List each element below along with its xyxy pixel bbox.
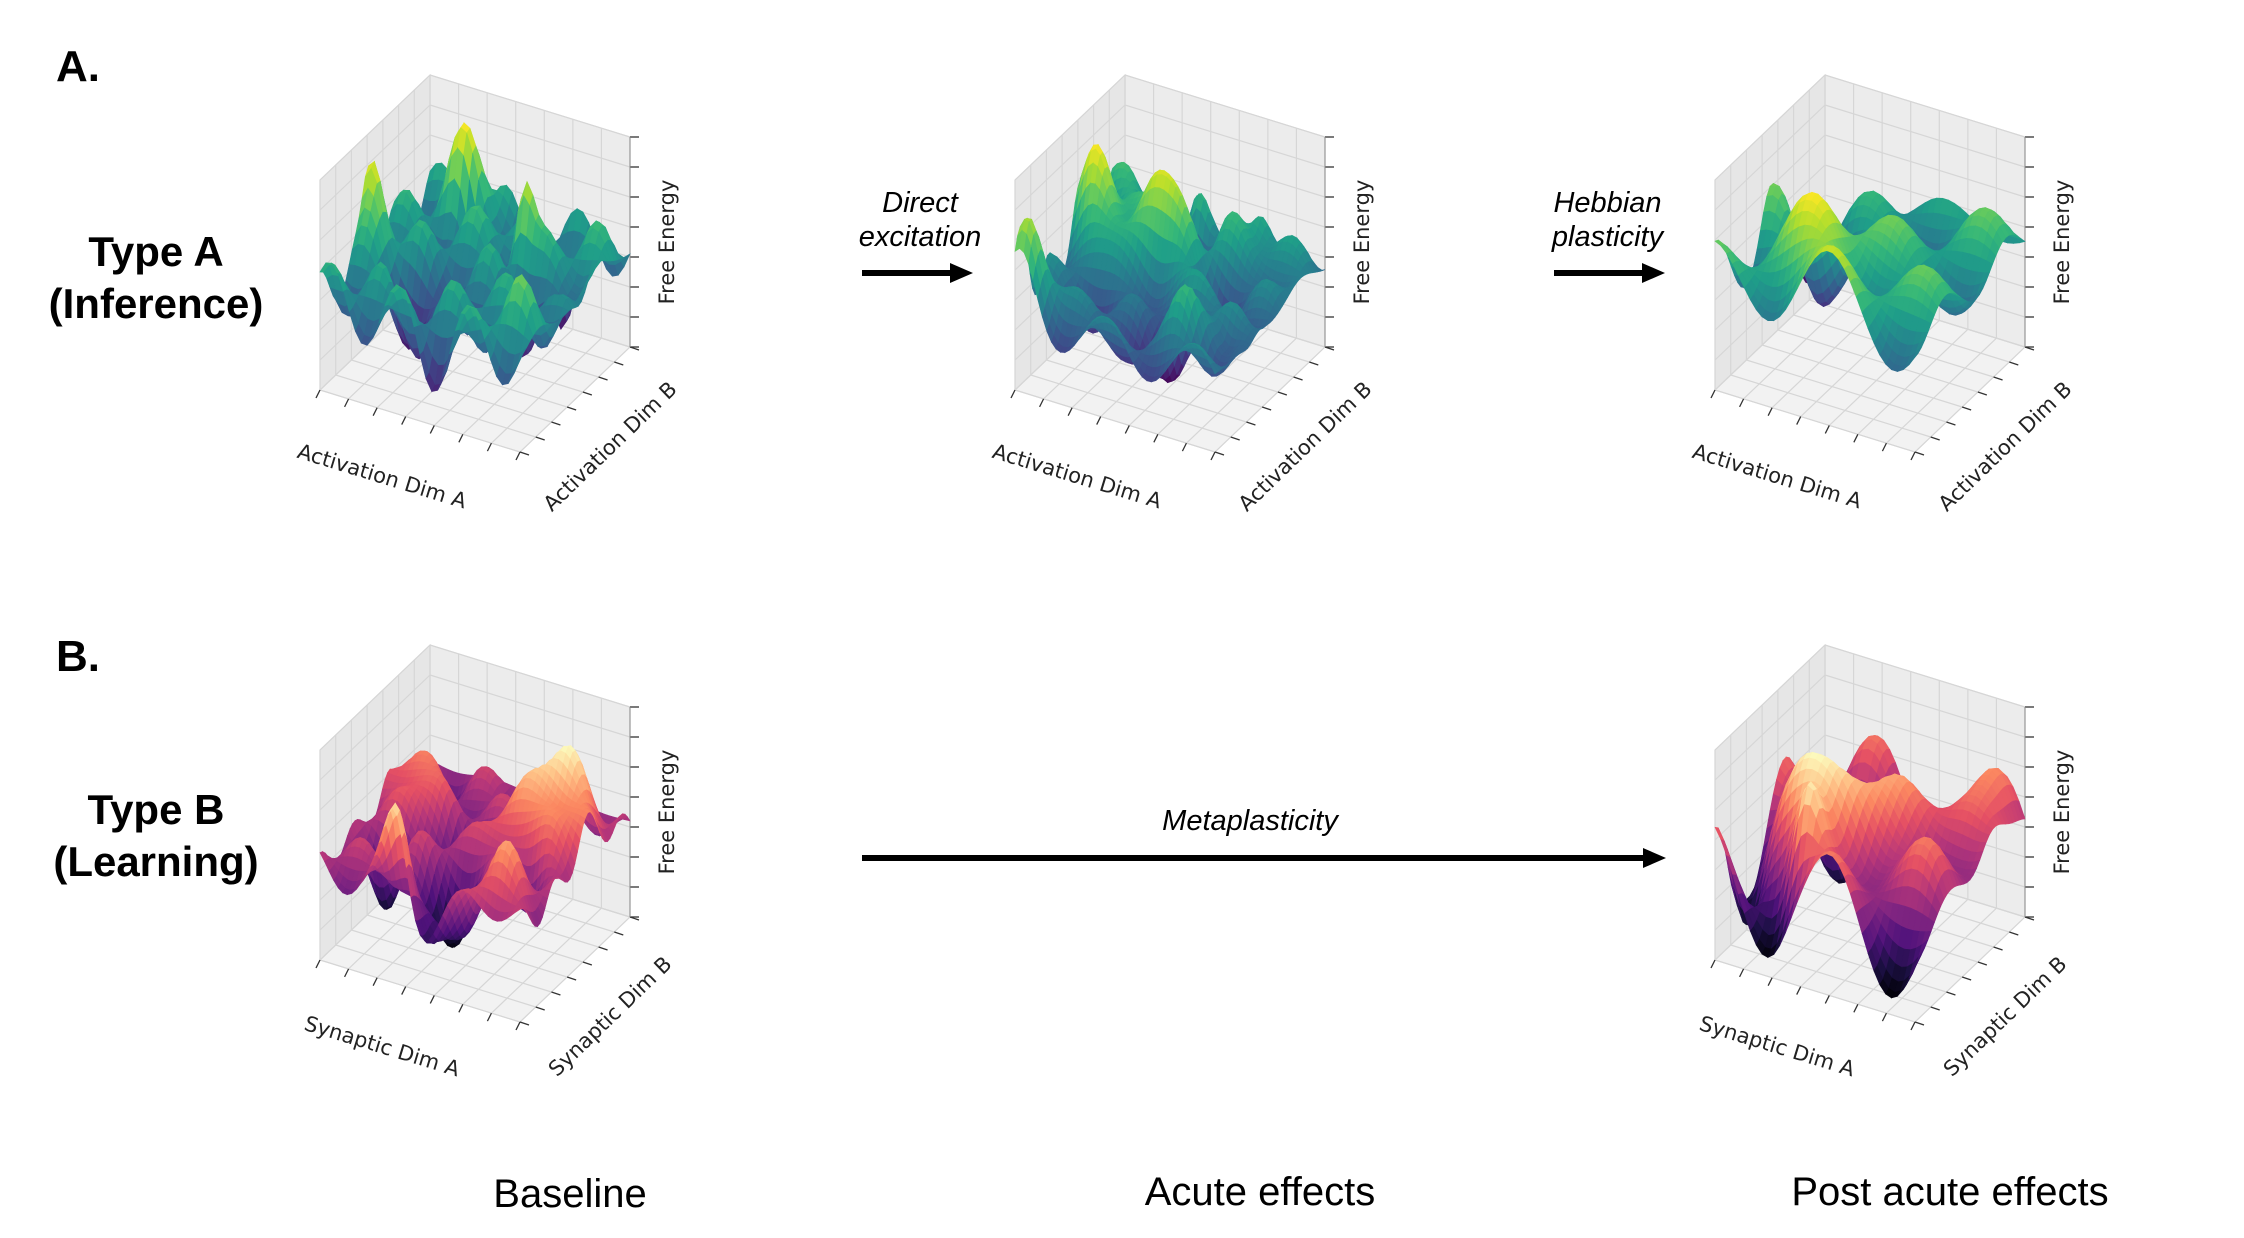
panel-b-title-line1: Type B [87,786,225,833]
arrow-label-line1: Direct [882,187,958,219]
x-axis-label: Activation Dim A [990,439,1165,513]
column-label-baseline: Baseline [493,1172,647,1216]
x-axis-label: Synaptic Dim A [302,1011,464,1081]
panel-a-title-line2: (Inference) [48,280,264,327]
energy-surface [319,122,631,393]
z-axis-label: Free Energy [655,180,679,305]
x-axis-label: Activation Dim A [1690,439,1865,513]
panel-a-row-title: Type A (Inference) [26,226,286,330]
arrow-metaplasticity [862,848,1666,868]
arrow-hebbian-plasticity [1554,263,1665,283]
column-label-post-acute-effects: Post acute effects [1791,1170,2109,1214]
column-label-acute-effects: Acute effects [1144,1170,1376,1214]
x-axis-label: Activation Dim A [295,439,470,513]
panel-a-title-line1: Type A [88,228,224,275]
panel-a-letter: A. [56,42,100,91]
energy-surface [1014,143,1326,384]
arrow-label-hebbian-plasticity: Hebbian plasticity [1530,186,1685,254]
z-axis-label: Free Energy [1350,180,1374,305]
z-axis-label: Free Energy [2050,180,2074,305]
arrow-label-line2: plasticity [1551,221,1664,253]
panel-b-row-title: Type B (Learning) [26,784,286,888]
energy-surface [1714,734,2026,999]
energy-surface [319,745,631,949]
arrow-label-metaplasticity: Metaplasticity [1162,805,1338,837]
arrow-label-direct-excitation: Direct excitation [845,186,995,254]
energy-surface [1714,182,2026,373]
panel-b-letter: B. [56,632,100,681]
arrow-label-line2: excitation [858,221,982,253]
arrow-label-line1: Hebbian [1553,187,1662,219]
x-axis-label: Synaptic Dim A [1697,1011,1859,1081]
z-axis-label: Free Energy [2050,750,2074,875]
z-axis-label: Free Energy [655,750,679,875]
panel-b-title-line2: (Learning) [53,838,259,885]
arrow-direct-excitation [862,263,973,283]
